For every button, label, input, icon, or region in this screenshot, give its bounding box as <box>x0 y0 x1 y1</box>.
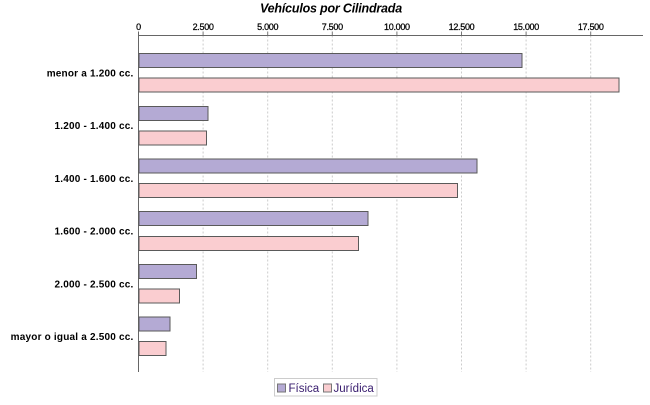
svg-text:Vehículos por Cilindrada: Vehículos por Cilindrada <box>260 2 402 16</box>
svg-text:15.000: 15.000 <box>513 22 539 32</box>
svg-text:Física: Física <box>289 383 320 395</box>
svg-text:1.400 - 1.600 cc.: 1.400 - 1.600 cc. <box>54 174 133 185</box>
svg-text:mayor o igual a 2.500 cc.: mayor o igual a 2.500 cc. <box>11 332 134 343</box>
svg-text:0: 0 <box>136 22 141 32</box>
svg-text:1.200 - 1.400 cc.: 1.200 - 1.400 cc. <box>54 121 133 132</box>
svg-text:17.500: 17.500 <box>578 22 604 32</box>
svg-text:2.000 - 2.500 cc.: 2.000 - 2.500 cc. <box>54 279 133 290</box>
svg-text:Jurídica: Jurídica <box>334 383 375 395</box>
svg-text:12.500: 12.500 <box>449 22 475 32</box>
svg-text:7.500: 7.500 <box>322 22 343 32</box>
svg-text:10.000: 10.000 <box>384 22 410 32</box>
svg-text:2.500: 2.500 <box>193 22 214 32</box>
svg-text:1.600 - 2.000 cc.: 1.600 - 2.000 cc. <box>54 227 133 238</box>
svg-text:menor a 1.200 cc.: menor a 1.200 cc. <box>47 68 134 79</box>
svg-text:5.000: 5.000 <box>257 22 278 32</box>
